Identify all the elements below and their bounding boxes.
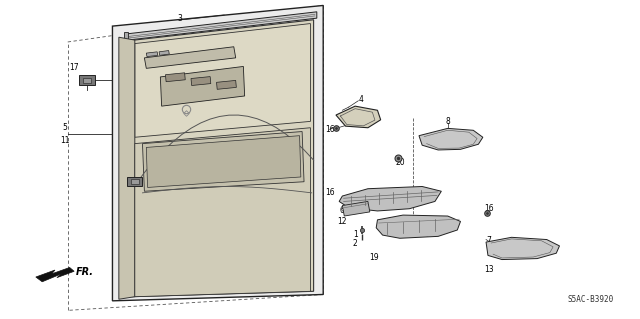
Text: 15: 15: [420, 230, 430, 239]
Polygon shape: [132, 20, 314, 297]
Polygon shape: [79, 75, 95, 85]
Polygon shape: [159, 50, 170, 55]
Text: 9: 9: [423, 219, 428, 227]
Polygon shape: [161, 66, 244, 106]
Text: 18: 18: [133, 176, 143, 185]
Polygon shape: [376, 215, 461, 238]
Text: 11: 11: [60, 136, 69, 145]
Text: 13: 13: [484, 264, 494, 274]
Polygon shape: [166, 73, 185, 82]
Text: 4: 4: [359, 95, 364, 104]
Polygon shape: [135, 24, 310, 137]
Polygon shape: [216, 80, 236, 89]
Polygon shape: [339, 187, 442, 211]
Polygon shape: [127, 177, 143, 187]
Polygon shape: [113, 5, 323, 301]
Polygon shape: [83, 78, 91, 83]
Text: 7: 7: [487, 236, 492, 245]
Polygon shape: [342, 201, 370, 216]
Text: 3: 3: [177, 14, 182, 23]
Text: 8: 8: [445, 117, 450, 126]
Polygon shape: [143, 131, 304, 191]
Text: 6: 6: [340, 206, 345, 215]
Polygon shape: [119, 37, 135, 299]
Polygon shape: [125, 12, 317, 41]
Polygon shape: [419, 128, 483, 150]
Polygon shape: [36, 268, 74, 282]
Polygon shape: [145, 47, 236, 68]
Polygon shape: [124, 33, 129, 42]
Text: 5: 5: [62, 123, 67, 132]
Polygon shape: [147, 136, 301, 188]
Polygon shape: [135, 128, 310, 297]
Polygon shape: [131, 179, 139, 184]
Text: 14: 14: [443, 131, 452, 140]
Text: 20: 20: [395, 158, 404, 167]
Text: 12: 12: [338, 217, 347, 226]
Text: 16: 16: [484, 204, 494, 213]
Text: 19: 19: [369, 254, 379, 263]
Text: 10: 10: [356, 109, 366, 118]
Text: 1: 1: [353, 230, 358, 239]
Text: 16: 16: [324, 188, 334, 197]
Polygon shape: [147, 52, 158, 56]
Text: 2: 2: [353, 239, 358, 248]
Polygon shape: [191, 77, 211, 85]
Text: S5AC-B3920: S5AC-B3920: [568, 295, 614, 304]
Text: FR.: FR.: [76, 267, 94, 277]
Polygon shape: [336, 106, 381, 128]
Text: 17: 17: [69, 63, 79, 72]
Polygon shape: [486, 237, 559, 260]
Text: 16: 16: [324, 125, 334, 134]
